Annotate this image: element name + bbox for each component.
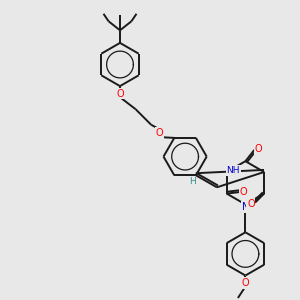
Text: O: O xyxy=(116,88,124,99)
Text: O: O xyxy=(247,199,255,209)
Text: N: N xyxy=(242,202,249,212)
Text: O: O xyxy=(156,128,164,138)
Text: O: O xyxy=(242,278,249,288)
Text: NH: NH xyxy=(226,166,240,175)
Text: O: O xyxy=(255,144,262,154)
Text: O: O xyxy=(240,187,247,197)
Text: H: H xyxy=(189,177,196,186)
